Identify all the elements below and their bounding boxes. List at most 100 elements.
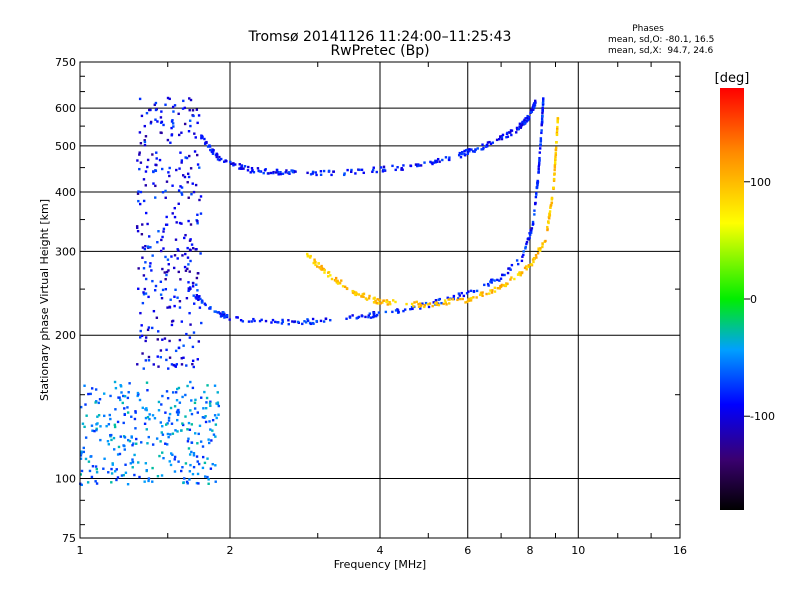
f1-spread-point: [136, 226, 139, 229]
f1-spread-point: [178, 300, 182, 303]
f1-spread-point: [144, 277, 148, 281]
e-layer-echoes-point: [206, 384, 209, 387]
f1-spread-point: [139, 161, 143, 164]
e-layer-echoes-point: [99, 425, 102, 428]
o-mode-f-trace-point: [280, 322, 284, 325]
f1-spread-point: [179, 151, 182, 154]
e-layer-echoes-point: [182, 481, 185, 485]
f1-spread-point: [173, 295, 176, 298]
f1-spread-point: [148, 108, 151, 112]
colorbar-ticks: 100 0 -100: [744, 176, 775, 423]
x-mode-f-trace-point: [504, 283, 508, 287]
e-layer-echoes-point: [184, 393, 187, 397]
e-layer-echoes-point: [119, 384, 122, 387]
e-layer-echoes-point: [143, 422, 147, 425]
e-layer-echoes-point: [208, 441, 211, 445]
e-layer-echoes-point: [113, 423, 117, 427]
multi-hop-o-trace-point: [521, 120, 524, 124]
multi-hop-o-trace-point: [322, 169, 326, 173]
f1-spread-point: [180, 186, 184, 189]
e-layer-echoes-point: [204, 420, 208, 424]
o-mode-f-trace-point: [538, 156, 541, 160]
multi-hop-o-trace-point: [430, 161, 433, 164]
multi-hop-o-trace-point: [530, 110, 533, 113]
multi-hop-o-trace-point: [495, 138, 499, 142]
f1-spread-point: [192, 331, 196, 334]
multi-hop-o-trace-point: [262, 171, 265, 175]
e-layer-echoes-point: [212, 433, 216, 436]
f1-spread-point: [173, 104, 177, 107]
e-layer-echoes-point: [123, 448, 126, 451]
multi-hop-o-trace-point: [464, 149, 468, 152]
e-layer-echoes-point: [126, 406, 129, 409]
o-mode-f-trace-point: [377, 311, 381, 314]
o-mode-f-trace-point: [224, 314, 227, 318]
f1-spread-point: [143, 287, 147, 291]
o-mode-f-trace-point: [293, 320, 297, 323]
f1-spread-point: [142, 291, 145, 294]
f1-spread-point: [188, 97, 191, 100]
stats-heading: Phases: [632, 24, 664, 34]
f1-spread-point: [176, 257, 179, 260]
f1-spread-point: [164, 255, 167, 259]
f1-spread-point: [178, 167, 181, 170]
e-layer-echoes-point: [110, 472, 114, 475]
multi-hop-o-trace-point: [216, 158, 220, 161]
y-tick-label: 100: [55, 473, 76, 486]
f1-spread-point: [180, 320, 184, 323]
f1-spread-point: [161, 267, 164, 271]
o-mode-f-trace-point: [536, 181, 539, 184]
multi-hop-o-trace-point: [500, 137, 504, 141]
o-mode-f-trace-point: [486, 282, 490, 286]
e-layer-echoes-point: [201, 455, 205, 459]
f1-spread-point: [137, 190, 140, 193]
e-layer-echoes-point: [160, 431, 163, 434]
x-mode-f-trace-point: [423, 304, 426, 307]
multi-hop-o-trace-point: [212, 149, 215, 152]
o-mode-f-trace-point: [537, 163, 541, 166]
multi-hop-o-trace-point: [243, 165, 247, 168]
e-layer-echoes-point: [144, 416, 148, 420]
o-mode-f-trace-point: [197, 298, 200, 302]
multi-hop-o-trace-point: [429, 160, 432, 164]
f1-spread-point: [195, 247, 198, 251]
f1-spread-point: [183, 175, 187, 179]
x-mode-f-trace-point: [375, 301, 378, 305]
multi-hop-o-trace-point: [523, 118, 526, 122]
f1-spread-point: [154, 108, 158, 112]
e-layer-echoes-point: [209, 400, 212, 403]
o-mode-f-trace-point: [469, 289, 473, 293]
e-layer-echoes-point: [138, 475, 141, 479]
e-layer-echoes-point: [186, 440, 190, 443]
f1-spread-point: [149, 120, 153, 124]
e-layer-echoes-point: [128, 439, 132, 443]
o-mode-f-trace-point: [258, 319, 262, 323]
x-mode-f-trace-point: [306, 255, 310, 258]
x-mode-f-trace-point: [509, 278, 512, 281]
multi-hop-o-trace-point: [532, 106, 536, 109]
e-layer-echoes-point: [176, 418, 179, 422]
e-layer-echoes-point: [89, 455, 92, 458]
f1-spread-point: [176, 248, 179, 251]
e-layer-echoes-point: [80, 450, 83, 453]
f1-spread-point: [168, 339, 171, 343]
o-mode-f-trace-point: [287, 322, 290, 326]
e-layer-echoes-point: [115, 478, 118, 482]
multi-hop-o-trace-point: [473, 150, 476, 153]
x-mode-f-trace-point: [323, 271, 326, 274]
x-mode-f-trace-point: [553, 166, 557, 169]
multi-hop-o-trace-point: [218, 155, 221, 159]
f1-spread-point: [159, 280, 163, 283]
stats-x-line: mean, sd,X: 94.7, 24.6: [608, 46, 714, 56]
f1-spread-point: [191, 362, 194, 366]
multi-hop-o-trace-point: [506, 131, 509, 135]
e-layer-echoes-point: [134, 411, 137, 414]
e-layer-echoes-point: [213, 384, 217, 387]
o-mode-f-trace-point: [524, 245, 527, 249]
e-layer-echoes-point: [195, 481, 199, 485]
e-layer-echoes-point: [208, 402, 212, 405]
o-mode-f-trace-point: [522, 250, 525, 253]
e-layer-echoes-point: [79, 473, 83, 476]
f1-spread-point: [187, 263, 190, 266]
o-mode-f-trace-point: [528, 233, 532, 237]
